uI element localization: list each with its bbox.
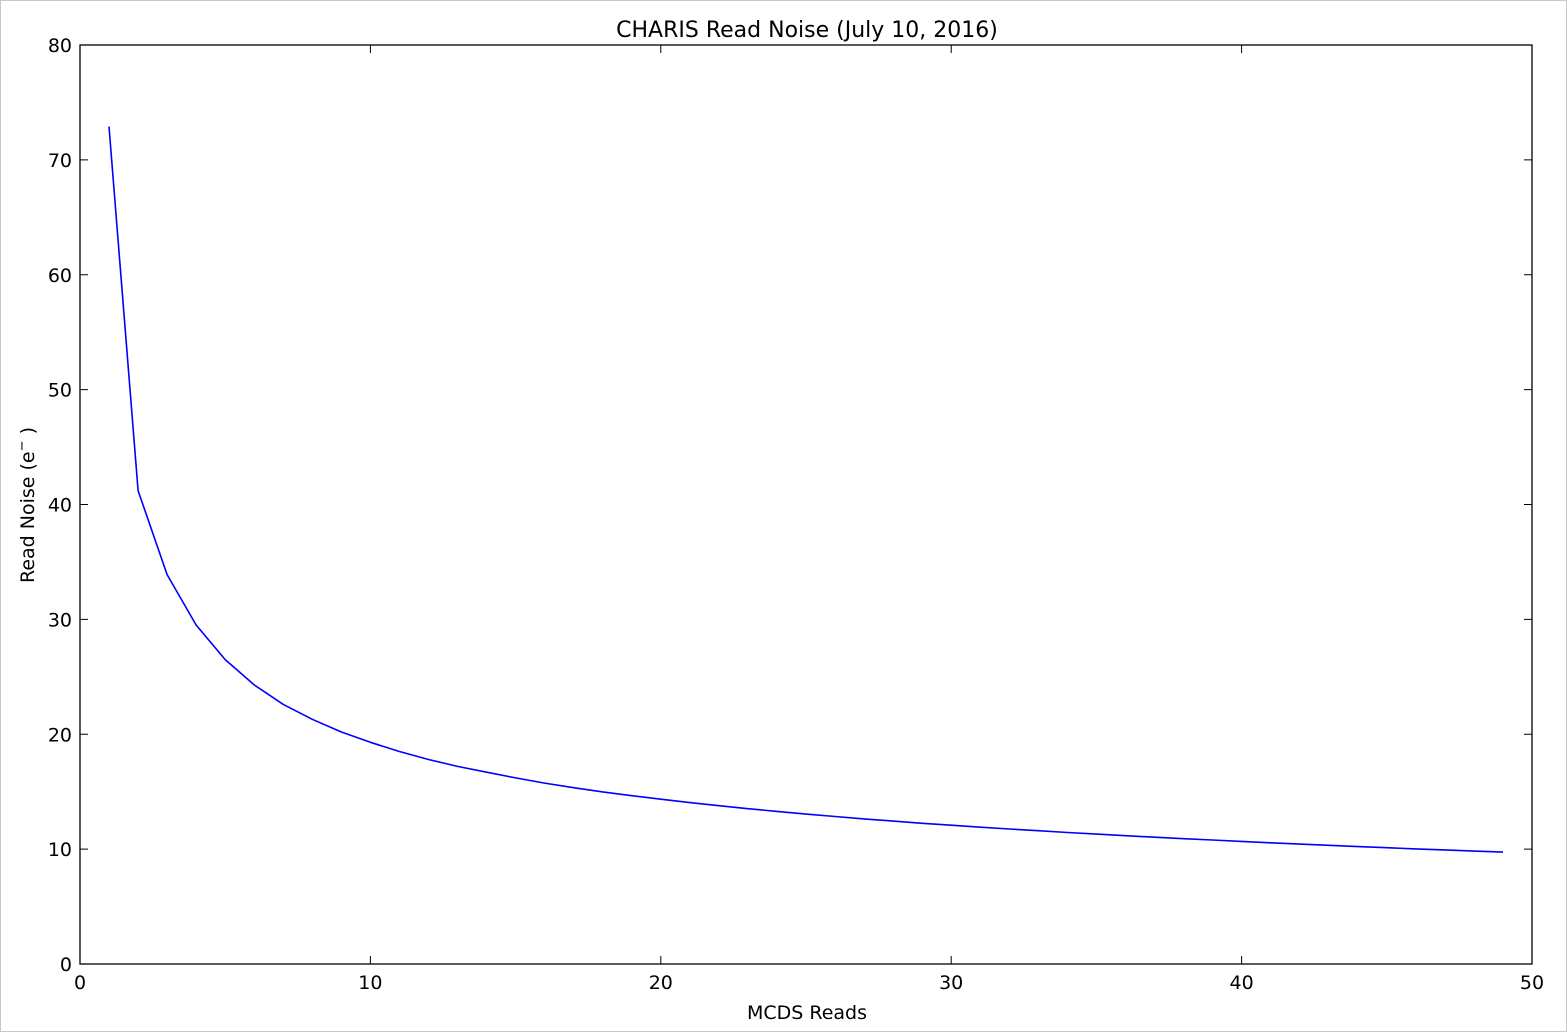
x-axis: 0 10 20 30 40 50 [74, 45, 1544, 994]
y-tick-label: 70 [48, 150, 72, 172]
y-axis-label: Read Noise (e− ) [15, 427, 39, 583]
y-tick-label: 10 [48, 839, 72, 861]
y-tick-label: 30 [48, 609, 72, 631]
y-tick-label: 40 [48, 495, 72, 517]
x-axis-label: MCDS Reads [747, 1002, 867, 1024]
read-noise-line [108, 126, 1504, 853]
x-tick-label: 50 [1520, 972, 1544, 994]
y-tick-label: 20 [48, 724, 72, 746]
plot-area [79, 44, 1533, 965]
x-tick-label: 30 [939, 972, 963, 994]
y-axis: 0 10 20 30 40 50 60 70 80 [48, 35, 1532, 976]
x-tick-label: 10 [358, 972, 382, 994]
chart-title: CHARIS Read Noise (July 10, 2016) [616, 18, 998, 43]
y-tick-label: 60 [48, 265, 72, 287]
y-tick-label: 0 [60, 954, 72, 976]
x-tick-label: 0 [74, 972, 86, 994]
x-tick-label: 20 [649, 972, 673, 994]
y-tick-label: 80 [48, 35, 72, 57]
x-tick-label: 40 [1230, 972, 1254, 994]
y-tick-label: 50 [48, 380, 72, 402]
